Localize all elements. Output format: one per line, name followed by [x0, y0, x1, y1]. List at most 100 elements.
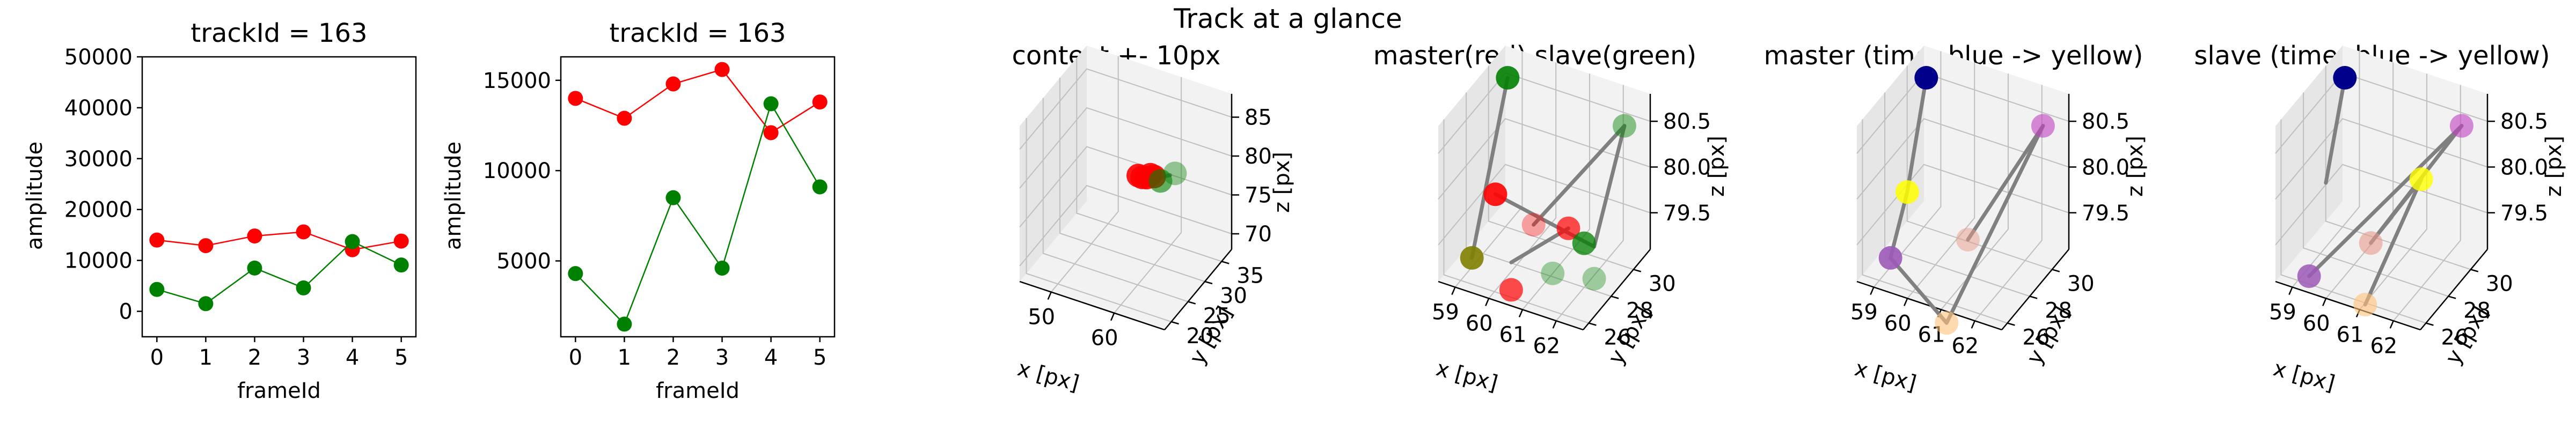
- z-tick-label: 79.5: [1663, 201, 1711, 226]
- x-tick-label: 3: [715, 345, 729, 370]
- y-tick-label: 50000: [64, 45, 133, 70]
- y-tick-label: 40000: [64, 96, 133, 121]
- track-point: [1895, 180, 1919, 204]
- x-tick-label: 59: [2269, 300, 2296, 324]
- series-1-line: [575, 102, 821, 326]
- series-0-point: [393, 233, 409, 249]
- x-tick: [2322, 298, 2327, 306]
- z-gridline: [1019, 146, 1232, 228]
- z-tick-label: 85: [1245, 106, 1272, 130]
- y-axis-line: [1164, 249, 1232, 330]
- x-tick: [1971, 320, 1975, 329]
- x-gridline: [1522, 73, 1590, 310]
- series-0-point: [714, 62, 730, 77]
- y-tick-label: 30: [2486, 272, 2513, 297]
- x-tick: [1870, 286, 1875, 295]
- y-tick-label: 35: [1236, 264, 1264, 289]
- y-tick-label: 10000: [483, 159, 551, 183]
- series-0-point: [247, 228, 262, 244]
- x-tick-label: 5: [394, 345, 408, 370]
- series-1-point: [763, 96, 779, 112]
- panel-amplitude-zoom: trackId = 163 frameId amplitude 0 1 2 3 4 5 50…: [441, 18, 836, 403]
- y-tick: [2007, 322, 2015, 326]
- series-1-point: [714, 261, 730, 276]
- track-point: [1496, 66, 1520, 90]
- plot-frame: [560, 56, 836, 338]
- track-point: [2031, 114, 2055, 138]
- track-point: [1935, 311, 1959, 335]
- y-tick: [1171, 321, 1179, 325]
- panel-3d-master-slave: master(red) slave(green) x [px] y [px] z…: [1373, 41, 1729, 396]
- x-tick: [1451, 286, 1456, 295]
- y-tick: [1204, 280, 1213, 285]
- y-gridline: [2303, 92, 2449, 297]
- series-1-point: [247, 260, 262, 276]
- x-tick: [1552, 320, 1557, 329]
- x-tick-label: 60: [2303, 311, 2330, 336]
- series-1-point: [296, 280, 311, 295]
- z-tick-label: 75: [1245, 183, 1272, 208]
- y-gridline: [1059, 78, 1205, 282]
- back-pane: [2343, 46, 2487, 249]
- track-point: [1499, 278, 1523, 302]
- z-axis-label: z [px]: [2123, 136, 2148, 197]
- series-0-point: [617, 110, 632, 126]
- x-axis-label: x [px]: [2271, 356, 2338, 396]
- track-point: [1612, 114, 1636, 138]
- z-gridline: [1019, 68, 1232, 150]
- x-tick-label: 62: [2370, 334, 2397, 358]
- x-tick: [2389, 320, 2394, 329]
- y-tick-label: 26: [2441, 326, 2468, 350]
- y-axis-label: amplitude: [441, 142, 466, 250]
- y-gridline: [1042, 98, 1189, 302]
- y-gridline: [1443, 119, 1589, 324]
- x-tick-label: 2: [667, 345, 680, 370]
- series-0-point: [149, 232, 165, 248]
- x-tick: [1047, 292, 1052, 300]
- series-1-point: [198, 296, 214, 312]
- series-1-point: [665, 190, 681, 205]
- x-tick: [1485, 298, 1490, 306]
- y-tick-label: 30: [2067, 272, 2095, 297]
- panel-3d-master-time: master (time: blue -> yellow) x [px] y […: [1764, 41, 2148, 396]
- panel-3d-slave-time: slave (time: blue -> yellow) x [px] y [p…: [2194, 41, 2566, 396]
- x-axis-label: x [px]: [1015, 356, 1082, 396]
- y-tick: [2426, 322, 2434, 326]
- x-axis-line: [2275, 280, 2421, 331]
- x-gridline: [1050, 56, 1119, 293]
- track-point: [2359, 231, 2383, 255]
- z-tick-label: 80.5: [1663, 109, 1711, 134]
- x-gridline: [1488, 62, 1557, 299]
- trajectory-link: [1532, 124, 1627, 227]
- track-point: [2353, 293, 2377, 317]
- y-tick-label: 30: [1220, 284, 1247, 308]
- panel-3d-context: context +- 10px x [px] y [px] z [px] 506…: [1012, 41, 1294, 396]
- trajectory-link: [2369, 177, 2424, 245]
- series-0-line: [575, 69, 821, 134]
- trajectory-link: [1592, 124, 1627, 249]
- x-tick-label: 60: [1466, 311, 1493, 336]
- series-0-point: [812, 94, 828, 110]
- x-axis-line: [1019, 280, 1165, 331]
- track-point: [1878, 246, 1902, 270]
- y-gridline: [1076, 57, 1222, 262]
- x-tick-label: 50: [1028, 305, 1055, 330]
- series-0-point: [665, 76, 681, 92]
- y-tick: [1611, 295, 1619, 299]
- z-tick-label: 80.5: [2082, 109, 2129, 134]
- y-tick: [2448, 295, 2456, 299]
- series-0-point: [198, 238, 214, 254]
- x-tick-label: 1: [199, 345, 213, 370]
- track-point: [1541, 261, 1565, 285]
- track-point: [1163, 161, 1187, 186]
- y-tick-label: 26: [2022, 326, 2050, 350]
- x-gridline: [2325, 62, 2394, 299]
- y-tick-label: 10000: [64, 249, 133, 273]
- x-tick-label: 4: [346, 345, 359, 370]
- track-point: [1556, 216, 1580, 240]
- x-tick-label: 0: [569, 345, 582, 370]
- x-gridline: [1941, 73, 2009, 310]
- x-tick-label: 60: [1091, 326, 1118, 351]
- x-tick: [1904, 298, 1908, 306]
- z-axis-label: z [px]: [1704, 136, 1729, 197]
